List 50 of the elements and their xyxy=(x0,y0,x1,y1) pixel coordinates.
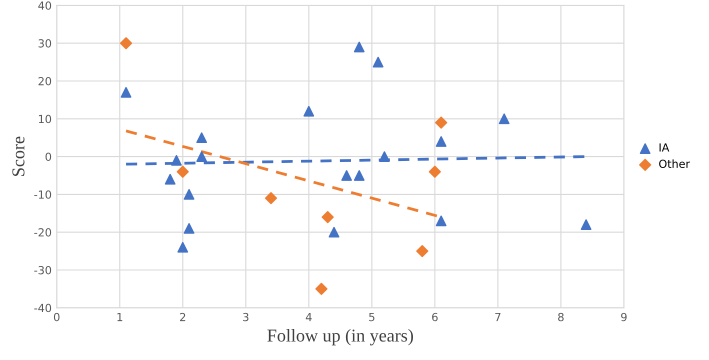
y-tick-label: -10 xyxy=(34,190,52,199)
x-tick-label: 3 xyxy=(243,312,248,322)
point xyxy=(379,151,390,162)
point xyxy=(416,245,428,258)
point xyxy=(498,113,510,124)
point xyxy=(164,174,176,185)
point xyxy=(315,282,328,295)
x-tick-label: 1 xyxy=(117,313,122,322)
point xyxy=(436,136,447,147)
point xyxy=(171,155,182,166)
point xyxy=(372,56,384,68)
point xyxy=(177,242,188,253)
point xyxy=(328,226,340,238)
point xyxy=(184,223,194,234)
y-tick-label: -20 xyxy=(34,228,52,237)
point xyxy=(303,106,314,117)
y-tick-label: 30 xyxy=(38,39,52,48)
x-tick-label: 2 xyxy=(180,312,186,322)
point xyxy=(354,170,365,181)
point xyxy=(341,170,352,181)
point xyxy=(580,219,592,230)
y-axis-title: Score xyxy=(12,136,24,176)
x-axis-title: Follow up (in years) xyxy=(267,328,413,346)
x-tick-label: 6 xyxy=(432,312,438,322)
point xyxy=(196,132,208,144)
y-tick-label: 20 xyxy=(38,76,52,86)
point xyxy=(196,151,208,162)
point xyxy=(120,86,132,98)
x-tick-label: 0 xyxy=(54,312,60,322)
x-tick-label: 8 xyxy=(558,312,564,322)
point xyxy=(428,166,441,178)
y-tick-label: 40 xyxy=(38,1,52,10)
x-tick-label: 4 xyxy=(306,313,312,322)
legend-label: IA xyxy=(660,143,670,152)
x-tick-label: 5 xyxy=(369,313,374,322)
y-tick-label: -40 xyxy=(34,304,52,312)
y-tick-label: -30 xyxy=(34,266,52,274)
x-tick-label: 9 xyxy=(621,312,627,322)
point xyxy=(354,42,365,52)
point xyxy=(264,192,278,204)
point xyxy=(184,189,194,200)
y-tick-label: 0 xyxy=(46,152,52,161)
point xyxy=(322,211,334,224)
x-tick-label: 7 xyxy=(495,313,500,322)
point xyxy=(120,37,132,50)
point xyxy=(435,116,448,129)
y-tick-label: 10 xyxy=(38,114,52,124)
legend-label: Other xyxy=(659,159,690,168)
point xyxy=(436,216,447,226)
point xyxy=(176,166,189,178)
